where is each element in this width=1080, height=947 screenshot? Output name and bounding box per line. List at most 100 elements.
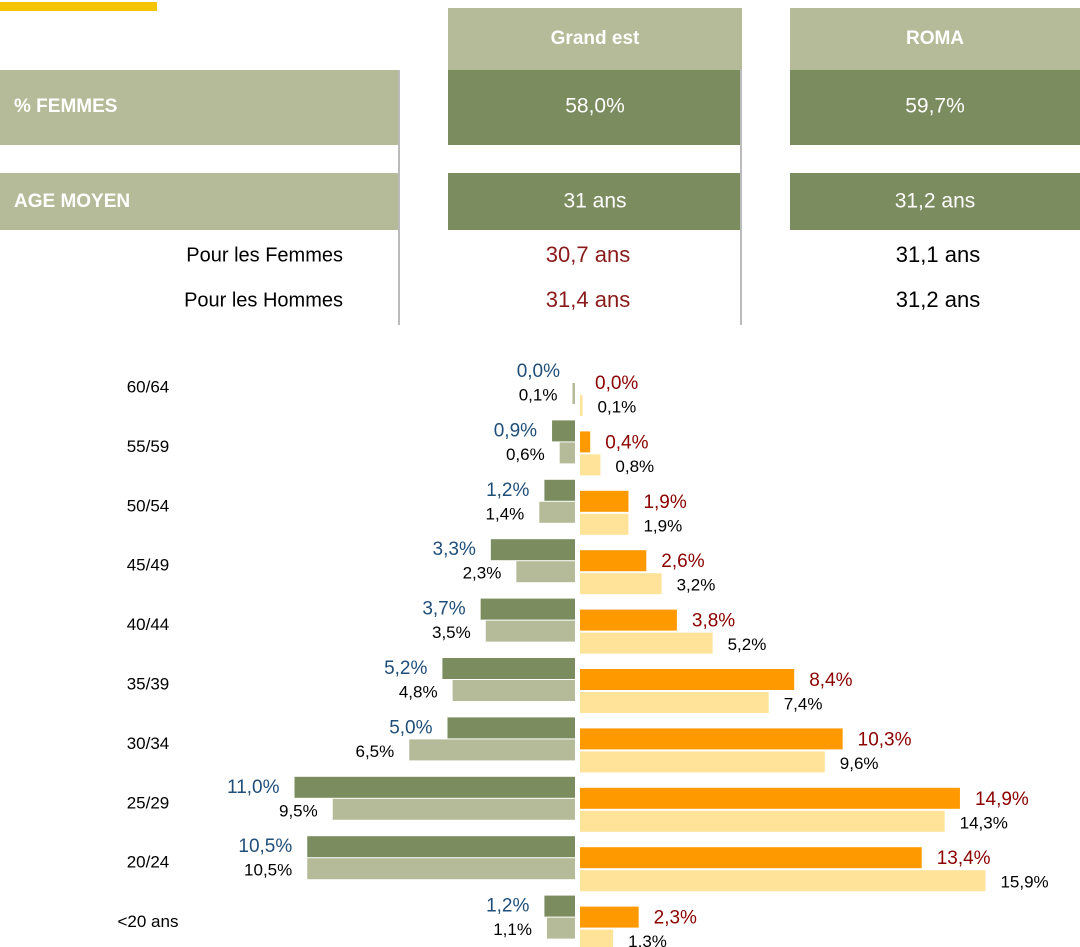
header-cell — [448, 8, 742, 70]
bar — [332, 798, 575, 820]
category-label: 50/54 — [127, 496, 170, 515]
bar — [580, 669, 795, 690]
category-label: 45/49 — [127, 556, 170, 575]
category-label: 25/29 — [127, 793, 170, 812]
value-label: 2,3% — [654, 908, 697, 929]
bar — [580, 431, 591, 453]
value-label: 1,2% — [486, 480, 529, 501]
row-header-cell — [0, 70, 398, 145]
bar — [580, 906, 639, 928]
bar — [580, 692, 769, 713]
category-label: 55/59 — [127, 437, 170, 456]
bar — [572, 383, 575, 404]
cell-value: 31 ans — [563, 190, 626, 213]
bar — [580, 751, 825, 773]
value-cell — [448, 173, 740, 230]
value-label: 9,6% — [840, 754, 879, 773]
cell-value: 31,2 ans — [895, 190, 976, 213]
bar — [546, 917, 575, 939]
value-label: 14,9% — [975, 789, 1029, 810]
category-label: 35/39 — [127, 674, 170, 693]
value-label: 3,3% — [433, 539, 476, 560]
value-label: 3,2% — [677, 576, 716, 595]
category-label: 60/64 — [127, 377, 170, 396]
row-label: Pour les Hommes — [184, 289, 343, 311]
value-label: 1,3% — [628, 932, 667, 947]
value-label: 5,2% — [728, 635, 767, 654]
value-label: 0,8% — [615, 457, 654, 476]
value-label: 10,5% — [244, 861, 292, 880]
value-label: 1,9% — [643, 492, 686, 513]
category-label: <20 ans — [118, 912, 179, 931]
bar — [580, 454, 601, 476]
value-label: 4,8% — [399, 682, 438, 701]
value-label: 3,7% — [422, 599, 465, 620]
row-label: AGE MOYEN — [14, 191, 130, 212]
value-label: 14,3% — [960, 813, 1008, 832]
value-label: 9,5% — [279, 801, 318, 820]
value-label: 11,0% — [227, 777, 280, 798]
value-label: 10,3% — [858, 729, 912, 750]
bar — [580, 513, 629, 535]
bar — [580, 395, 583, 416]
cell-value: 31,1 ans — [896, 242, 980, 267]
bar — [442, 658, 575, 679]
row-header-cell — [0, 173, 398, 230]
value-label: 15,9% — [1000, 873, 1048, 892]
bar — [447, 717, 575, 739]
bar — [580, 847, 922, 869]
value-label: 2,6% — [661, 551, 704, 572]
value-label: 3,8% — [692, 611, 735, 632]
value-label: 1,4% — [486, 504, 525, 523]
value-label: 13,4% — [937, 848, 991, 869]
value-label: 0,9% — [494, 420, 537, 441]
header-cell — [790, 8, 1080, 70]
row-label: % FEMMES — [14, 96, 117, 117]
bar — [544, 479, 575, 501]
value-label: 8,4% — [809, 670, 852, 691]
bar — [307, 858, 575, 880]
column-header: ROMA — [906, 28, 964, 49]
row-label: Pour les Femmes — [186, 244, 343, 266]
bar — [580, 632, 713, 654]
bar — [580, 787, 960, 809]
bar — [452, 680, 575, 701]
bar — [580, 929, 614, 947]
cell-value: 58,0% — [565, 95, 625, 118]
bar — [485, 620, 575, 642]
bar — [516, 561, 575, 583]
bar — [580, 870, 986, 892]
value-cell — [448, 70, 740, 145]
bar — [559, 442, 575, 464]
cell-value: 59,7% — [905, 95, 965, 118]
bar — [580, 573, 662, 595]
bar — [580, 609, 677, 631]
bar — [580, 490, 629, 512]
cell-value: 30,7 ans — [546, 242, 630, 267]
bar — [580, 550, 647, 572]
value-label: 1,1% — [493, 920, 532, 939]
value-label: 0,0% — [595, 373, 638, 394]
bar — [490, 539, 575, 561]
bar — [307, 836, 575, 858]
value-label: 3,5% — [432, 623, 471, 642]
value-cell — [790, 173, 1080, 230]
value-label: 1,2% — [486, 896, 529, 917]
value-label: 5,0% — [389, 717, 432, 738]
value-label: 0,0% — [517, 361, 560, 382]
cell-value: 31,4 ans — [546, 287, 630, 312]
cell-value: 31,2 ans — [896, 287, 980, 312]
category-label: 40/44 — [127, 615, 170, 634]
value-label: 7,4% — [784, 694, 823, 713]
value-cell — [790, 70, 1080, 145]
bar — [409, 739, 575, 761]
bar — [580, 810, 945, 832]
bar — [480, 598, 575, 620]
category-label: 30/34 — [127, 734, 170, 753]
column-header: Grand est — [551, 28, 640, 49]
value-label: 0,1% — [519, 385, 558, 404]
bar — [294, 776, 575, 798]
value-label: 0,6% — [506, 445, 545, 464]
value-label: 2,3% — [463, 564, 502, 583]
